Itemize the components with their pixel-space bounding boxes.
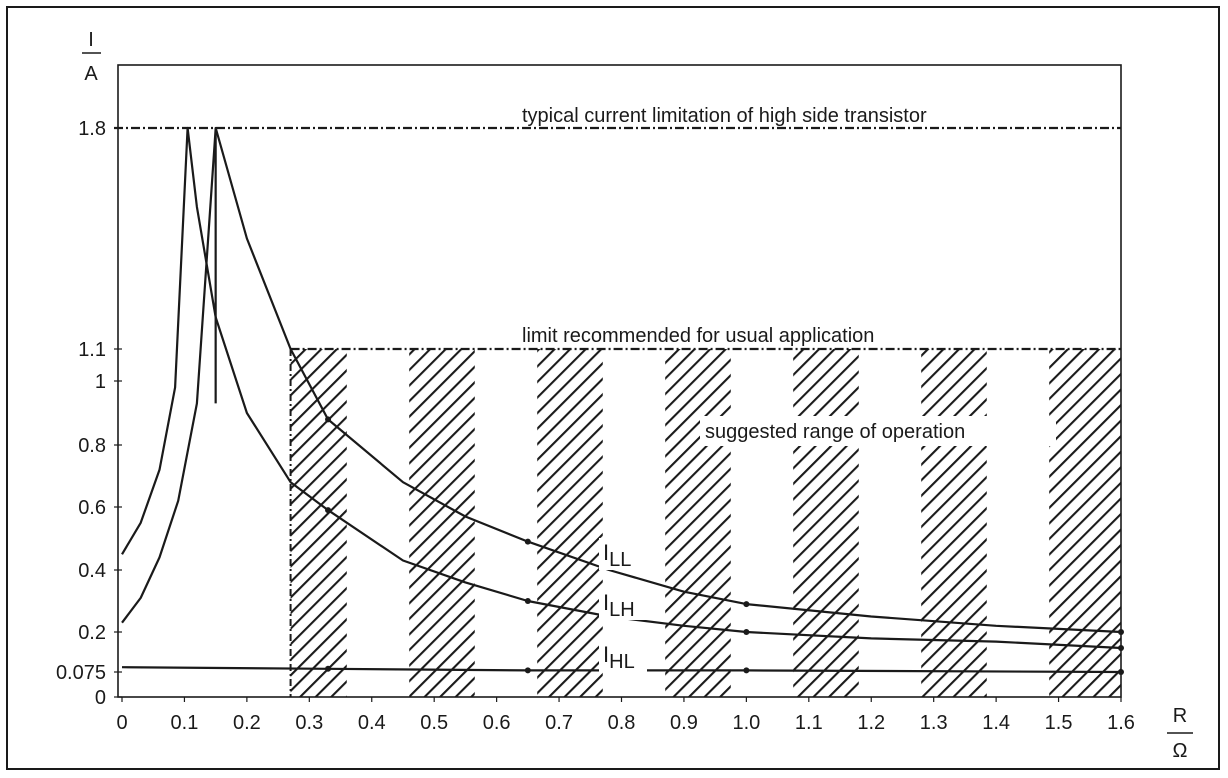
x-axis-ticks: 0 0.1 0.2 0.3 0.4 0.5 0.6 0.7 0.8 0.9 1.0 1.1 1.2 1.3… <box>116 697 1135 734</box>
x-tick-label: 0.8 <box>608 712 636 734</box>
x-tick-label: 0.7 <box>545 712 573 734</box>
x-tick-label: 0.1 <box>171 712 199 734</box>
series-labels: ILL ILH IHL <box>599 538 647 673</box>
y-axis-ticks: 0 0.075 0.2 0.4 0.6 0.8 1 1.1 1.8 <box>56 118 122 709</box>
x-tick-label: 1.1 <box>795 712 823 734</box>
series-label-i-ll: ILL <box>603 540 631 571</box>
y-tick-label: 0.6 <box>78 497 106 519</box>
series-label-bg <box>599 588 647 620</box>
ref-label-high-side: typical current limitation of high side … <box>522 105 927 127</box>
y-tick-label: 0.075 <box>56 662 106 684</box>
series-point <box>524 538 531 545</box>
series-point <box>1118 645 1124 651</box>
x-tick-label: 1.3 <box>920 712 948 734</box>
x-tick-label: 0.6 <box>483 712 511 734</box>
series-label-i-hl: IHL <box>603 642 635 673</box>
x-tick-label: 1.6 <box>1107 712 1135 734</box>
x-axis-label: R Ω <box>1167 705 1193 762</box>
series-label-bg <box>599 640 647 672</box>
x-tick-label: 1.2 <box>857 712 885 734</box>
series-line-i-ll <box>121 126 1122 634</box>
series-point <box>325 507 332 514</box>
hatch-band <box>665 349 731 697</box>
x-tick-label: 0.4 <box>358 712 386 734</box>
hatch-band <box>409 349 475 697</box>
chart-frame <box>6 6 1220 770</box>
hatch-band <box>290 349 347 697</box>
hatch-band <box>793 349 859 697</box>
x-tick-label: 1.0 <box>732 712 760 734</box>
x-tick-label: 0.2 <box>233 712 261 734</box>
series-point <box>325 665 332 672</box>
series-point <box>743 601 750 608</box>
y-axis-label-num: I <box>88 29 94 51</box>
y-tick-label: 0 <box>95 687 106 709</box>
series-label-i-lh: ILH <box>603 590 635 621</box>
region-label: suggested range of operation <box>705 421 965 443</box>
y-tick-label: 1.8 <box>78 118 106 140</box>
y-tick-label: 0.2 <box>78 622 106 644</box>
ref-label-2-bg <box>518 322 970 346</box>
x-tick-label: 0.9 <box>670 712 698 734</box>
hatch-band <box>1049 349 1121 697</box>
curves <box>121 126 1124 675</box>
series-label-bg <box>599 538 647 570</box>
y-tick-label: 0.4 <box>78 560 106 582</box>
region-label-bg <box>700 416 1056 446</box>
x-tick-label: 0.3 <box>295 712 323 734</box>
series-point <box>743 667 750 674</box>
series-point <box>325 416 332 423</box>
x-tick-label: 1.5 <box>1045 712 1073 734</box>
series-point <box>743 629 750 635</box>
series-point <box>1118 669 1124 675</box>
series-point <box>524 598 531 604</box>
ref-label-usual-application: limit recommended for usual application <box>522 325 874 347</box>
x-tick-label: 0 <box>116 712 127 734</box>
reference-lines <box>114 126 1121 697</box>
x-axis-label-den: Ω <box>1173 740 1188 762</box>
y-tick-label: 1.1 <box>78 339 106 361</box>
hatch-layer <box>290 349 1121 697</box>
hatch-band <box>537 349 603 697</box>
x-tick-label: 0.5 <box>420 712 448 734</box>
x-tick-label: 1.4 <box>982 712 1010 734</box>
y-tick-label: 0.8 <box>78 435 106 457</box>
hatch-band <box>921 349 987 697</box>
series-point <box>524 667 531 674</box>
y-axis-label-den: A <box>84 63 98 85</box>
y-tick-label: 1 <box>95 371 106 393</box>
series-point <box>1118 629 1124 635</box>
ref-label-1-bg <box>518 102 1042 126</box>
x-axis-label-num: R <box>1173 705 1187 727</box>
y-axis-label: I A <box>82 29 101 85</box>
